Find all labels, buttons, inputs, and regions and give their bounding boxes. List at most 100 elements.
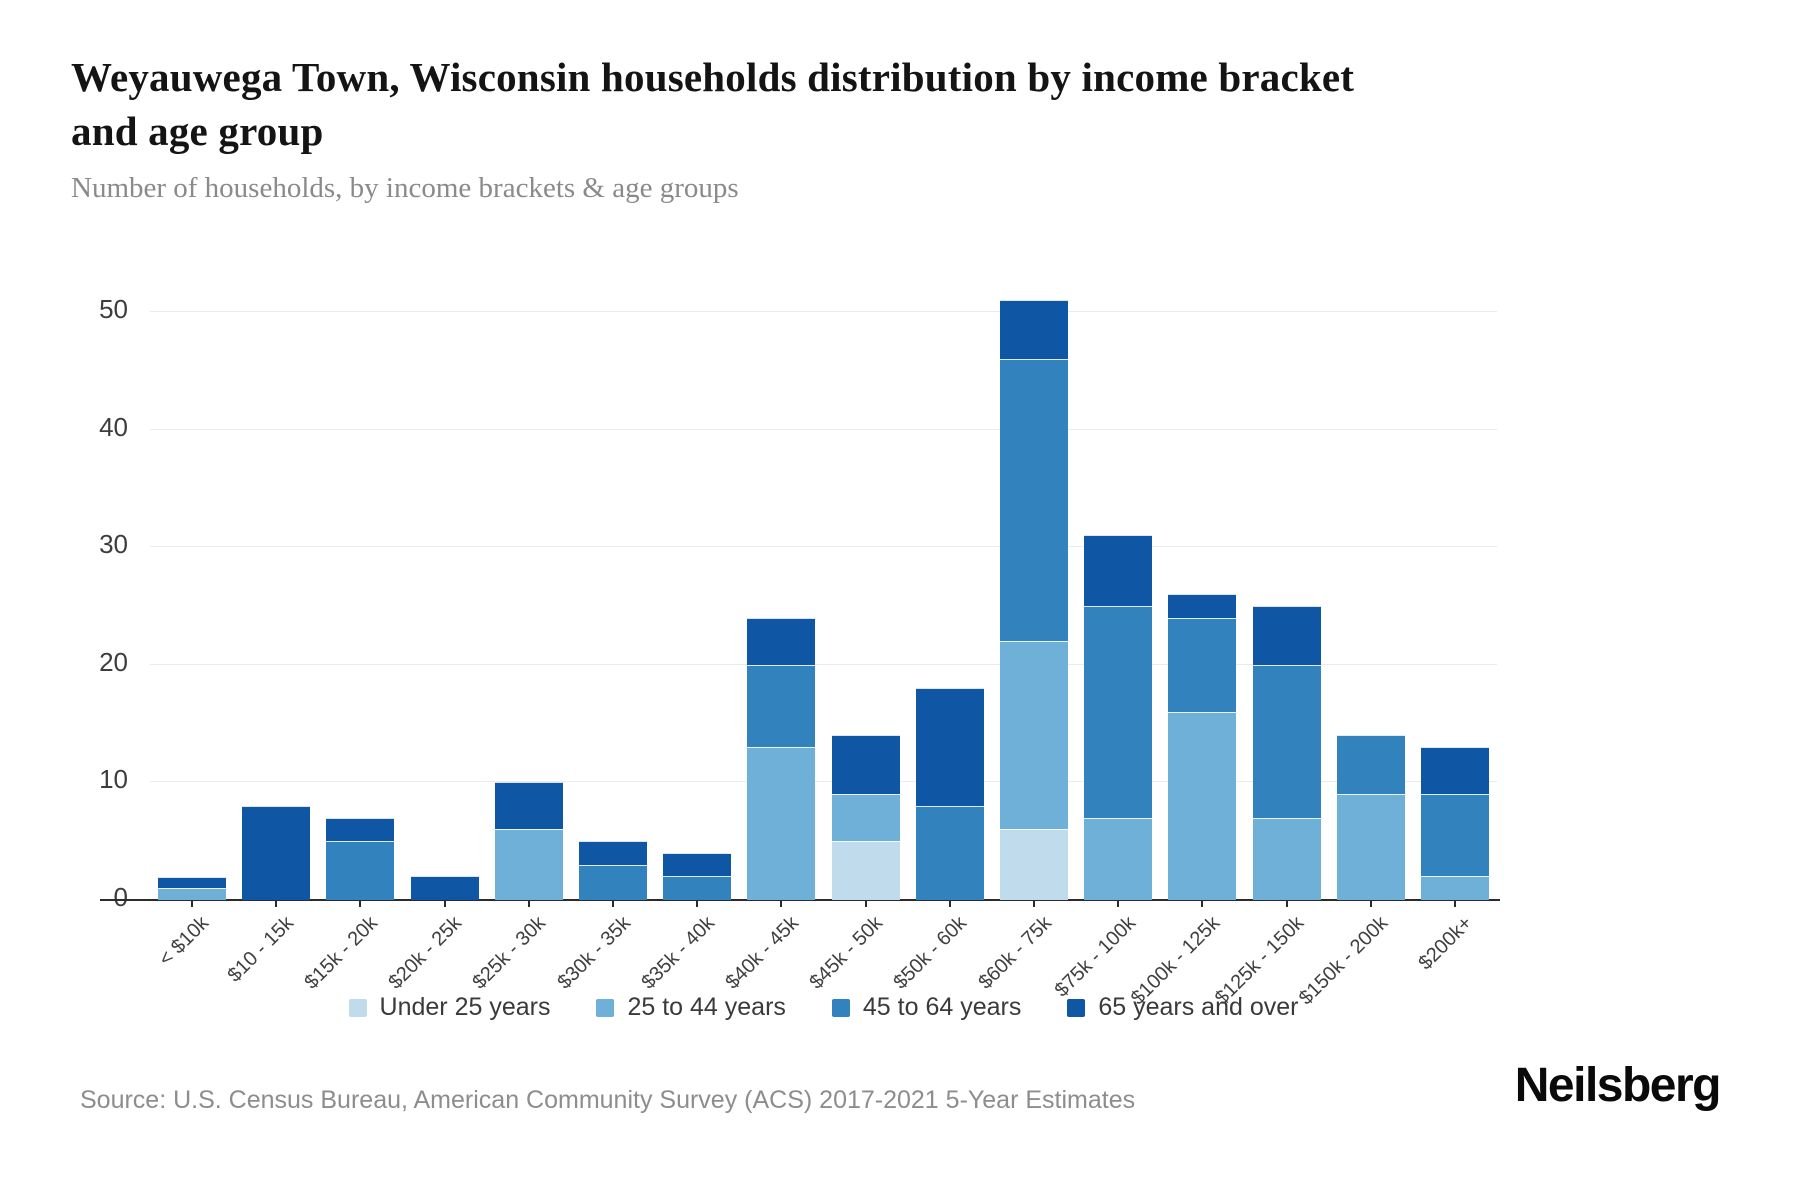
legend-swatch	[596, 998, 615, 1017]
bar-segment[interactable]	[326, 817, 395, 842]
legend-label: Under 25 years	[379, 993, 551, 1021]
legend-swatch	[348, 998, 367, 1017]
bar-segment[interactable]	[1336, 794, 1405, 900]
y-axis-tick-label: 0	[113, 882, 128, 912]
bar	[1168, 250, 1237, 900]
legend: Under 25 years 25 to 44 years 45 to 64 yea…	[150, 993, 1497, 1022]
bar	[158, 250, 227, 900]
y-axis-tick-label: 20	[99, 646, 128, 677]
x-axis-tick-label: $40k - 45k	[721, 912, 803, 994]
bar-segment[interactable]	[1168, 617, 1237, 712]
x-axis-tick-label: $50k - 60k	[889, 912, 972, 994]
bar-segment[interactable]	[747, 747, 816, 900]
bar	[579, 250, 648, 900]
x-axis-tick-label: < $10k	[155, 912, 214, 971]
bar-segment[interactable]	[1168, 594, 1237, 618]
x-axis-tick	[359, 900, 362, 907]
bar-segment[interactable]	[831, 841, 900, 900]
y-gridline	[150, 428, 1497, 430]
bar-segment[interactable]	[663, 852, 732, 877]
bar-segment[interactable]	[663, 876, 732, 900]
x-axis-tick	[780, 900, 783, 907]
bar-segment[interactable]	[831, 794, 900, 842]
y-axis-tick-label: 10	[99, 764, 128, 795]
bar-segment[interactable]	[242, 805, 311, 900]
bar-segment[interactable]	[999, 359, 1068, 642]
y-gridline	[150, 781, 1497, 783]
bar-segment[interactable]	[579, 841, 648, 865]
x-axis-tick-label: $25k - 30k	[468, 912, 551, 994]
y-axis-tick-label: 40	[99, 411, 128, 442]
bar-segment[interactable]	[158, 888, 227, 900]
bar-segment[interactable]	[579, 864, 648, 900]
bar-segment[interactable]	[1420, 876, 1489, 900]
x-axis-tick	[191, 900, 194, 907]
legend-label: 45 to 64 years	[862, 993, 1022, 1021]
x-axis-tick-label: $45k - 50k	[805, 912, 888, 994]
legend-item[interactable]: 65 years and over	[1067, 993, 1298, 1022]
legend-item[interactable]: 45 to 64 years	[831, 993, 1022, 1022]
bar	[410, 250, 479, 900]
plot-area: 0 10 20 30 40 50 < $10k $10 - 15k $15k - 20k $20k…	[99, 250, 1500, 1009]
bar	[915, 250, 984, 900]
x-axis-tick	[612, 900, 615, 907]
x-axis-tick	[696, 900, 699, 907]
x-axis-tick	[948, 900, 951, 907]
bar-segment[interactable]	[1252, 664, 1321, 818]
bar	[494, 250, 563, 900]
x-axis-tick	[1201, 900, 1204, 907]
bar	[1420, 250, 1489, 900]
bar-segment[interactable]	[999, 829, 1068, 900]
bar-segment[interactable]	[999, 300, 1068, 360]
bar-segment[interactable]	[1252, 606, 1321, 665]
bar-segment[interactable]	[1336, 735, 1405, 795]
bar	[663, 250, 732, 900]
source-attribution: Source: U.S. Census Bureau, American Com…	[80, 1086, 1136, 1114]
x-axis-tick	[275, 900, 278, 907]
bar	[1084, 250, 1153, 900]
legend-label: 65 years and over	[1098, 993, 1299, 1021]
bar-segment[interactable]	[915, 688, 984, 806]
bar-segment[interactable]	[326, 841, 395, 900]
legend-swatch	[831, 998, 850, 1017]
x-axis-tick	[443, 900, 446, 907]
bar-segment[interactable]	[747, 664, 816, 748]
bar	[831, 250, 900, 900]
y-gridline	[150, 311, 1497, 312]
bar-segment[interactable]	[1168, 711, 1237, 900]
bar-segment[interactable]	[1420, 747, 1489, 795]
y-gridline	[150, 546, 1497, 548]
legend-item[interactable]: Under 25 years	[348, 993, 551, 1022]
legend-item[interactable]: 25 to 44 years	[596, 993, 786, 1022]
x-axis-tick-label: $15k - 20k	[300, 912, 383, 994]
bar-segment[interactable]	[1084, 535, 1153, 606]
x-axis-tick	[1453, 900, 1456, 907]
bar-segment[interactable]	[410, 876, 479, 900]
x-axis-tick	[1032, 900, 1035, 907]
bar-segment[interactable]	[747, 617, 816, 665]
y-gridline	[150, 663, 1497, 665]
bar-segment[interactable]	[494, 782, 563, 830]
chart-title: Weyauwega Town, Wisconsin households dis…	[71, 54, 1355, 155]
bar	[747, 250, 816, 900]
bar-segment[interactable]	[1420, 794, 1489, 877]
x-axis-tick-label: $75k - 100k	[1050, 912, 1140, 1002]
bar	[1336, 250, 1405, 900]
bar-segment[interactable]	[831, 735, 900, 795]
bar-segment[interactable]	[494, 829, 563, 900]
bar-segment[interactable]	[1084, 817, 1153, 900]
x-axis-tick	[1369, 900, 1372, 907]
legend-label: 25 to 44 years	[627, 993, 786, 1021]
bar-segment[interactable]	[1084, 606, 1153, 818]
bar-segment[interactable]	[1252, 817, 1321, 900]
x-axis-tick-label: $60k - 75k	[973, 912, 1056, 994]
y-axis-tick-label: 30	[99, 529, 128, 560]
bar-segment[interactable]	[158, 876, 227, 889]
x-axis-line	[100, 899, 1500, 901]
x-axis-tick	[864, 900, 867, 907]
bar-segment[interactable]	[999, 641, 1068, 830]
bar-segment[interactable]	[915, 805, 984, 900]
bar	[326, 250, 395, 900]
neilsberg-logo: Neilsberg	[1514, 1059, 1722, 1112]
